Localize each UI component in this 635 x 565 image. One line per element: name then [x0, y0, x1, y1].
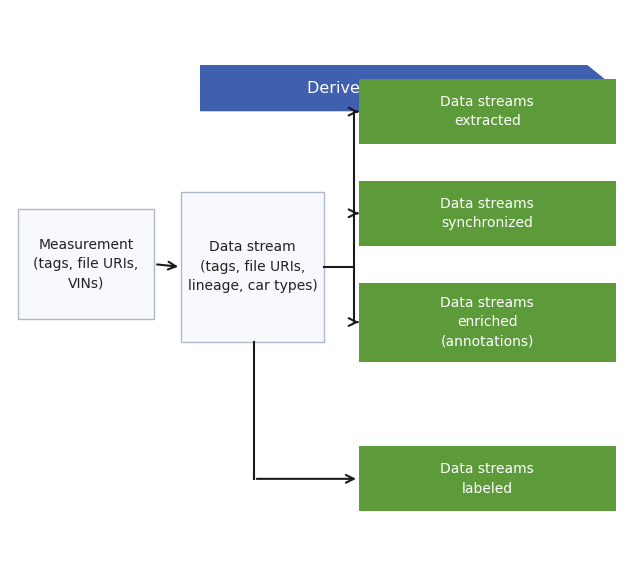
Text: Derived data streams: Derived data streams	[307, 81, 481, 95]
Polygon shape	[200, 65, 616, 111]
Text: Measurement
(tags, file URIs,
VINs): Measurement (tags, file URIs, VINs)	[34, 238, 138, 290]
Text: Data streams
labeled: Data streams labeled	[441, 462, 534, 496]
FancyBboxPatch shape	[181, 192, 324, 342]
FancyBboxPatch shape	[359, 79, 616, 144]
Text: Data streams
enriched
(annotations): Data streams enriched (annotations)	[441, 295, 534, 349]
Text: Data stream
(tags, file URIs,
lineage, car types): Data stream (tags, file URIs, lineage, c…	[187, 241, 318, 293]
FancyBboxPatch shape	[359, 181, 616, 246]
FancyBboxPatch shape	[359, 446, 616, 511]
FancyBboxPatch shape	[18, 209, 154, 319]
Text: Data streams
synchronized: Data streams synchronized	[441, 197, 534, 230]
FancyBboxPatch shape	[359, 282, 616, 362]
Text: Data streams
extracted: Data streams extracted	[441, 95, 534, 128]
